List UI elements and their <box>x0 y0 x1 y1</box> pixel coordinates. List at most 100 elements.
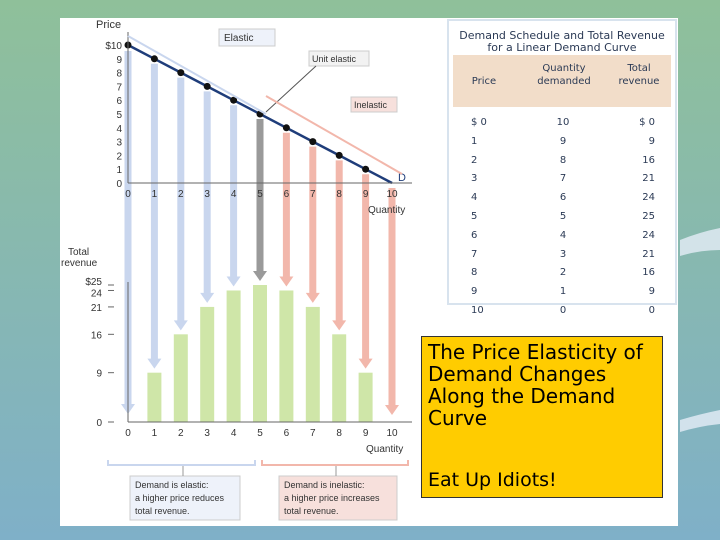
revenue-tick-label: $25 <box>85 277 102 288</box>
revenue-bar <box>226 290 241 422</box>
col-header-quantity-1: Quantity <box>542 63 586 74</box>
price-tick-label: 7 <box>116 82 122 93</box>
col-header-revenue-1: Total <box>627 63 651 74</box>
quantity-tick-label: 3 <box>204 189 210 200</box>
callout-subtitle: Eat Up Idiots! <box>428 469 557 491</box>
elastic-label: Elastic <box>224 33 253 44</box>
down-arrow-head <box>226 276 241 287</box>
quantity-tick-label: 7 <box>310 428 316 439</box>
schedule-cell: 7 <box>559 173 567 185</box>
price-axis-label: Price <box>96 19 121 31</box>
quantity-tick-label: 3 <box>204 428 210 439</box>
schedule-cell: 1 <box>471 135 478 147</box>
price-tick-label: 2 <box>116 151 122 162</box>
schedule-cell: 1 <box>559 286 567 298</box>
revenue-tick-label: 0 <box>96 418 102 429</box>
demand-schedule-table: Demand Schedule and Total Revenue for a … <box>447 19 677 316</box>
schedule-cell: 24 <box>642 229 655 241</box>
schedule-cell: 2 <box>471 154 478 166</box>
price-tick-label: 0 <box>116 179 122 190</box>
title-callout: The Price Elasticity of Demand Changes A… <box>421 336 663 498</box>
schedule-cell: 3 <box>471 173 478 185</box>
quantity-tick-label: 7 <box>310 189 316 200</box>
quantity-tick-label: 0 <box>125 428 131 439</box>
demand-point <box>309 138 317 146</box>
quantity-tick-label: 2 <box>178 189 184 200</box>
schedule-cell: 10 <box>556 117 570 128</box>
revenue-bar <box>200 306 215 422</box>
unit-elastic-box <box>308 50 370 67</box>
demand-point <box>335 151 343 159</box>
price-tick-label: 4 <box>116 124 122 135</box>
price-tick-label: 9 <box>116 55 122 66</box>
schedule-title-line-2: for a Linear Demand Curve <box>487 41 637 54</box>
price-tick-label: 5 <box>116 110 122 121</box>
schedule-title-line-1: Demand Schedule and Total Revenue <box>459 29 665 42</box>
price-tick-label: 1 <box>116 165 122 176</box>
elastic-note-line-2: a higher price reduces <box>135 493 225 503</box>
unit-elastic-pointer <box>265 65 317 113</box>
quantity-axis-label-bottom: Quantity <box>366 444 403 455</box>
demand-curve-label: D <box>398 172 406 184</box>
demand-point <box>362 165 370 173</box>
schedule-cell: 9 <box>648 286 655 298</box>
schedule-cell: 9 <box>648 135 655 147</box>
schedule-cell: 2 <box>559 267 567 279</box>
revenue-axis-label-1: Total <box>68 247 89 258</box>
price-tick-label: $10 <box>105 41 122 52</box>
demand-point <box>282 124 290 132</box>
schedule-cell: 8 <box>559 154 567 166</box>
schedule-cell: 0 <box>648 305 655 316</box>
demand-point <box>230 96 238 104</box>
down-arrow-head <box>385 405 399 415</box>
quantity-tick-label: 8 <box>336 189 342 200</box>
down-arrow-head <box>173 320 188 331</box>
price-tick-label: 8 <box>116 69 122 80</box>
revenue-tick-label: 16 <box>91 330 103 341</box>
down-arrow-head <box>332 320 347 331</box>
quantity-tick-labels-top: 0 1 2 3 4 5 6 7 8 9 10 <box>125 189 398 200</box>
col-header-revenue-2: revenue <box>618 76 660 87</box>
inelastic-label: Inelastic <box>354 100 388 110</box>
inelastic-note-box <box>278 475 398 521</box>
schedule-cell: 24 <box>642 192 655 204</box>
quantity-tick-label: 5 <box>257 428 263 439</box>
quantity-tick-label: 1 <box>152 189 158 200</box>
schedule-cell: 3 <box>559 248 567 260</box>
quantity-tick-label: 10 <box>386 189 398 200</box>
revenue-bar <box>279 290 294 422</box>
quantity-tick-label: 6 <box>284 428 290 439</box>
price-tick-label: 3 <box>116 138 122 149</box>
inelastic-note-line-3: total revenue. <box>284 506 339 516</box>
quantity-tick-label: 2 <box>178 428 184 439</box>
demand-curve <box>124 41 393 185</box>
col-header-price: Price <box>471 76 497 87</box>
inelastic-box <box>350 96 398 113</box>
down-arrow-head <box>253 271 267 281</box>
revenue-tick-label: 9 <box>96 369 102 380</box>
revenue-bar <box>358 372 373 422</box>
price-tick-labels: $10 9 8 7 6 5 4 3 2 1 0 <box>105 41 122 190</box>
revenue-bar <box>332 334 347 422</box>
quantity-tick-label: 9 <box>363 428 369 439</box>
quantity-tick-label: 8 <box>336 428 342 439</box>
elastic-brace <box>107 460 256 466</box>
quantity-tick-label: 9 <box>363 189 369 200</box>
revenue-bar <box>173 334 188 422</box>
revenue-bars <box>147 285 373 422</box>
revenue-bar <box>305 306 320 422</box>
schedule-cell: 16 <box>642 154 655 166</box>
schedule-cell: 5 <box>559 211 567 222</box>
schedule-cell: 16 <box>642 267 655 279</box>
schedule-header-band <box>453 55 671 107</box>
schedule-cell: 6 <box>471 229 478 241</box>
schedule-cell: 21 <box>642 248 655 260</box>
schedule-cell: 10 <box>471 305 484 316</box>
elastic-bracket <box>127 35 267 115</box>
schedule-cell: $ 0 <box>471 117 487 128</box>
revenue-bar <box>253 285 267 422</box>
arrow-group <box>121 51 399 415</box>
down-arrow-head <box>279 276 294 287</box>
col-header-quantity-2: demanded <box>537 76 591 87</box>
schedule-cell: 5 <box>471 211 478 222</box>
